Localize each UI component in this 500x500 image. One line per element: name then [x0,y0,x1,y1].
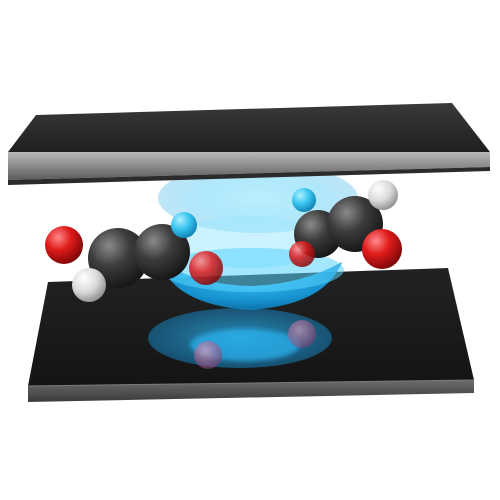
hydrogen-atom-right [368,180,398,210]
top-plate-front-edge [8,152,490,180]
oxygen-atom-left-outer [45,226,83,264]
molecule-right [289,180,402,269]
oxygen-reflection-right [288,320,316,348]
oxygen-atom-right-inner [289,241,315,267]
carbon-atom-left-2 [134,224,190,280]
molecule-left [45,212,223,302]
hydrogen-atom-left [72,268,106,302]
carbon-atom-left-1 [88,228,148,288]
bottom-plate-front-edge [28,380,474,402]
top-plate-underside [8,167,490,185]
top-plate [8,103,490,185]
cyan-atom-left [171,212,197,238]
oxygen-reflection-left [194,341,222,369]
bottom-plate-highlight [27,379,475,387]
oxygen-atom-left-inner [189,251,223,285]
top-plate-top-face [8,103,490,152]
oxygen-atom-right-outer [362,229,402,269]
plate-reflections [148,308,332,369]
cyan-atom-right [292,188,316,212]
